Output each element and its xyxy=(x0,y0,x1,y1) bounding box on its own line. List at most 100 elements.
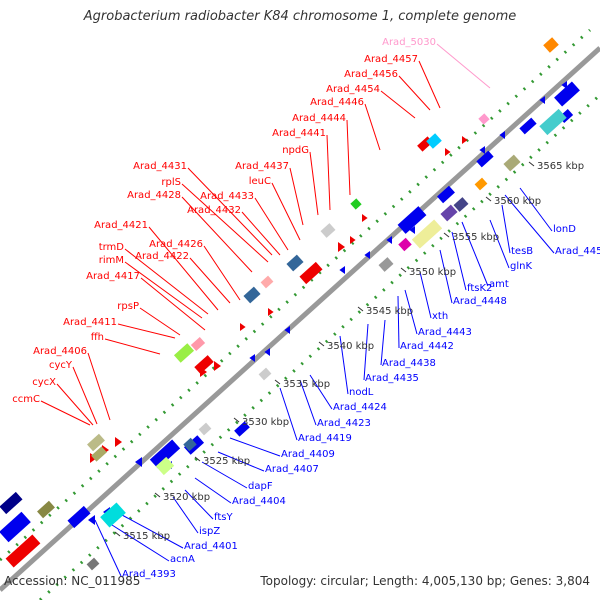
reverse-gene-block-5 xyxy=(397,206,427,234)
forward-gene-arrow-11 xyxy=(462,136,468,144)
forward-gene-label-rimm: rimM xyxy=(98,255,124,266)
gene-block-16 xyxy=(398,237,412,252)
leader-line-arad-4437 xyxy=(289,167,304,226)
forward-gene-label-arad-4437: Arad_4437 xyxy=(235,161,289,172)
forward-gene-label-cycx: cycX xyxy=(32,377,56,388)
gene-block-14 xyxy=(350,198,362,210)
forward-gene-arrow-5 xyxy=(240,323,246,331)
leader-line-ispz xyxy=(172,496,199,534)
gene-block-17 xyxy=(411,219,443,249)
forward-gene-label-cycy: cycY xyxy=(48,360,72,371)
tick-label-3535-kbp: 3535 kbp xyxy=(283,379,331,390)
leader-line-arad-4455 xyxy=(504,194,555,254)
forward-gene-label-leuc: leuC xyxy=(248,176,271,187)
gene-block-1 xyxy=(37,500,55,519)
leader-line-arad-4393 xyxy=(94,519,122,577)
gene-block-8 xyxy=(173,343,195,363)
reverse-gene-arrow-12 xyxy=(499,131,505,139)
leader-line-rpls xyxy=(181,183,269,263)
tick-label-3520-kbp: 3520 kbp xyxy=(163,492,211,503)
tick-label-3545-kbp: 3545 kbp xyxy=(366,306,414,317)
reverse-gene-arrow-0 xyxy=(88,515,95,525)
leader-line-arad-4423 xyxy=(299,379,317,426)
reverse-gene-label-arad-4455: Arad_4455 xyxy=(555,246,600,257)
forward-gene-block-0 xyxy=(5,534,41,568)
forward-gene-label-arad-4446: Arad_4446 xyxy=(310,97,364,108)
gene-block-7 xyxy=(198,422,212,436)
gene-block-23 xyxy=(539,108,567,136)
leader-line-lond xyxy=(519,187,553,232)
reverse-gene-arrow-5 xyxy=(264,348,270,356)
reverse-gene-arrow-13 xyxy=(539,96,545,104)
reverse-gene-arrow-8 xyxy=(364,251,370,259)
reverse-gene-label-ftsy: ftsY xyxy=(214,512,233,523)
leader-line-arad-4421 xyxy=(148,226,219,311)
gene-block-5 xyxy=(155,456,175,476)
tick-mark-3520-kbp xyxy=(154,492,161,498)
gene-block-0 xyxy=(0,491,23,515)
leader-line-arad-4456 xyxy=(398,75,431,111)
tick-label-3555-kbp: 3555 kbp xyxy=(452,232,500,243)
reverse-gene-arrow-10 xyxy=(409,226,415,234)
gene-block-13 xyxy=(320,223,336,238)
leader-line-arad-4443 xyxy=(404,289,418,335)
reverse-gene-arrow-11 xyxy=(479,146,485,154)
forward-gene-label-arad-4456: Arad_4456 xyxy=(344,69,398,80)
tick-mark-3535-kbp xyxy=(274,379,281,385)
reverse-gene-arrow-14 xyxy=(561,81,567,89)
forward-gene-arrow-3 xyxy=(200,367,207,377)
leader-line-arad-4454 xyxy=(380,90,416,119)
gene-block-15 xyxy=(378,257,394,272)
leader-line-rimm xyxy=(124,261,203,319)
leader-line-arad-4435 xyxy=(363,323,369,381)
leader-line-arad-4411 xyxy=(117,323,176,339)
leader-line-arad-4426 xyxy=(203,245,241,301)
tick-mark-3545-kbp xyxy=(357,306,364,312)
gene-block-6 xyxy=(183,437,197,452)
map-title: Agrobacterium radiobacter K84 chromosome… xyxy=(83,9,517,24)
leader-line-acna xyxy=(111,524,170,562)
reverse-gene-label-ftsk2: ftsK2 xyxy=(467,283,493,294)
leader-line-arad-4446 xyxy=(364,103,381,151)
forward-gene-label-arad-4454: Arad_4454 xyxy=(326,84,380,95)
reverse-gene-block-9 xyxy=(554,81,580,107)
leader-line-arad-4401 xyxy=(121,514,184,549)
gene-block-4 xyxy=(100,502,126,528)
leader-line-xth xyxy=(419,271,432,319)
accession-label: Accession: NC_011985 xyxy=(4,574,141,588)
leader-line-cycy xyxy=(72,366,98,425)
forward-gene-label-arad-4417: Arad_4417 xyxy=(86,271,140,282)
leader-line-arad-4431 xyxy=(187,167,273,256)
forward-gene-label-arad-4411: Arad_4411 xyxy=(63,317,117,328)
topology-label: Topology: circular; Length: 4,005,130 bp… xyxy=(260,574,590,588)
leader-line-arad-4438 xyxy=(380,319,386,366)
forward-gene-label-arad-5030: Arad_5030 xyxy=(382,37,436,48)
forward-gene-label-arad-4444: Arad_4444 xyxy=(292,113,346,124)
leader-line-amt xyxy=(461,221,489,287)
leader-line-arad-4433 xyxy=(254,197,289,251)
gene-block-11 xyxy=(260,275,274,289)
leader-line-dapf xyxy=(201,461,248,489)
reverse-gene-label-lond: lonD xyxy=(553,224,576,235)
leader-line-arad-4448 xyxy=(439,249,453,304)
forward-gene-label-arad-4428: Arad_4428 xyxy=(127,190,181,201)
tick-label-3560-kbp: 3560 kbp xyxy=(494,196,542,207)
leader-line-npdg xyxy=(309,151,319,216)
gene-block-18 xyxy=(440,204,458,222)
tick-label-3525-kbp: 3525 kbp xyxy=(203,456,251,467)
reverse-gene-label-arad-4448: Arad_4448 xyxy=(453,296,507,307)
inner-dotted-rail xyxy=(38,93,600,600)
gene-block-24 xyxy=(543,37,559,53)
reverse-gene-label-arad-4419: Arad_4419 xyxy=(298,433,352,444)
forward-gene-label-arad-4432: Arad_4432 xyxy=(187,205,241,216)
leader-line-arad-4419 xyxy=(279,387,298,441)
tick-mark-3550-kbp xyxy=(400,267,407,273)
leader-line-arad-4409 xyxy=(229,437,281,457)
reverse-gene-label-arad-4407: Arad_4407 xyxy=(265,464,319,475)
leader-line-ffh xyxy=(104,338,161,355)
forward-gene-label-arad-4457: Arad_4457 xyxy=(364,54,418,65)
reverse-gene-label-arad-4443: Arad_4443 xyxy=(418,327,472,338)
gene-block-26 xyxy=(258,367,272,381)
leader-line-arad-4442 xyxy=(397,295,400,349)
reverse-gene-label-nodl: nodL xyxy=(349,387,374,398)
